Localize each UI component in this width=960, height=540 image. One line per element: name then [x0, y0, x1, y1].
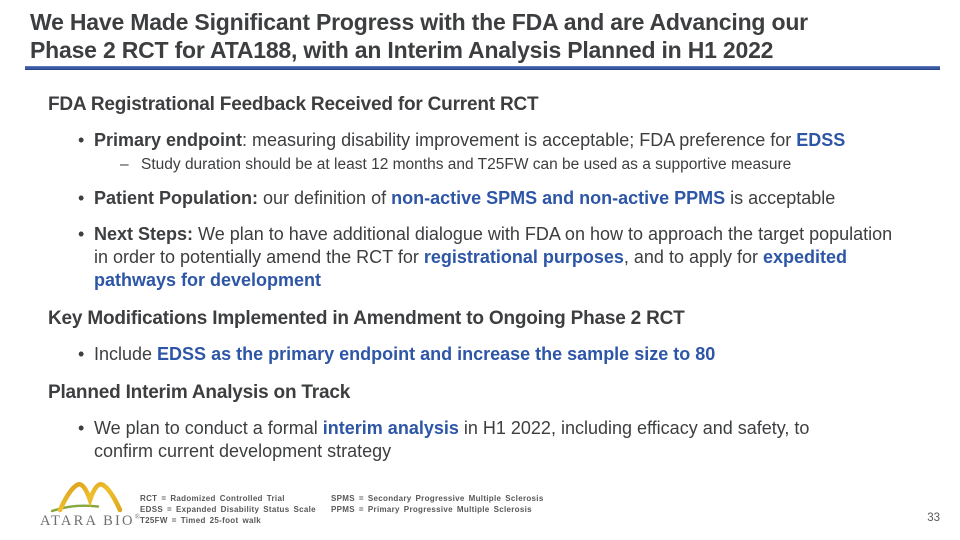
- text-segment: We plan to have additional dialogue with…: [94, 224, 893, 267]
- bullet-text: Primary endpoint: measuring disability i…: [94, 129, 845, 152]
- abbreviation-line: RCT = Radomized Controlled Trial: [140, 494, 285, 503]
- bullet-text: Next Steps: We plan to have additional d…: [94, 223, 892, 292]
- text-segment: is acceptable: [725, 188, 836, 208]
- atara-crown-icon: [50, 482, 123, 513]
- bullet-text: We plan to conduct a formal interim anal…: [94, 417, 809, 463]
- text-segment: Include: [94, 344, 158, 364]
- text-segment: in H1 2022, including efficacy and safet…: [94, 418, 810, 461]
- bullet-text: Include EDSS as the primary endpoint and…: [94, 343, 715, 366]
- abbreviation-line: EDSS = Expanded Disability Status Scale: [140, 505, 316, 514]
- bullet-item: • Primary endpoint: measuring disability …: [48, 129, 942, 152]
- text-segment: : measuring disability improvement is ac…: [242, 130, 797, 150]
- abbreviations-column-2: SPMS = Secondary Progressive Multiple Sc…: [331, 493, 544, 515]
- text-segment: our definition of: [263, 188, 392, 208]
- bullet-marker: •: [78, 418, 85, 438]
- bullet-marker: •: [78, 344, 85, 364]
- abbreviation-line: SPMS = Secondary Progressive Multiple Sc…: [331, 494, 544, 503]
- text-segment: Study duration should be at least 12 mon…: [141, 156, 792, 173]
- bullet-marker: –: [120, 156, 129, 173]
- section-heading: Planned Interim Analysis on Track: [48, 382, 351, 403]
- content-section: Key Modifications Implemented in Amendme…: [48, 308, 942, 366]
- text-segment: non-active SPMS and non-active PPMS: [391, 188, 726, 208]
- bullet-marker: •: [78, 130, 85, 150]
- bullet-item: • Next Steps: We plan to have additional …: [48, 223, 942, 292]
- section-heading: Key Modifications Implemented in Amendme…: [48, 308, 685, 329]
- text-segment: Next Steps:: [94, 224, 199, 244]
- title-divider: [25, 66, 940, 70]
- text-segment: registrational purposes: [423, 247, 624, 267]
- logo-wordmark: ATARA BIO®: [39, 513, 141, 529]
- text-segment: expedited pathways for development: [94, 247, 848, 290]
- text-segment: EDSS as the primary endpoint and increas…: [157, 344, 716, 364]
- section-heading: FDA Registrational Feedback Received for…: [48, 94, 539, 115]
- bullet-marker: •: [78, 224, 85, 244]
- bullet-text: Patient Population: our definition of no…: [94, 187, 835, 210]
- slide-title: We Have Made Significant Progress with t…: [30, 9, 808, 63]
- text-segment: EDSS: [796, 130, 846, 150]
- content-section: FDA Registrational Feedback Received for…: [48, 94, 942, 292]
- content-section: Planned Interim Analysis on Track • We pla…: [48, 382, 942, 463]
- text-segment: Primary endpoint: [94, 130, 243, 150]
- text-segment: interim analysis: [322, 418, 459, 438]
- abbreviation-line: T25FW = Timed 25-foot walk: [140, 516, 262, 525]
- bullet-marker: •: [78, 188, 85, 208]
- bullet-item: • Patient Population: our definition of n…: [48, 187, 942, 210]
- text-segment: We plan to conduct a formal: [94, 418, 323, 438]
- text-segment: Patient Population:: [94, 188, 263, 208]
- slide-body: FDA Registrational Feedback Received for…: [48, 94, 942, 463]
- bullet-item: • Include EDSS as the primary endpoint an…: [48, 343, 942, 366]
- text-segment: , and to apply for: [623, 247, 763, 267]
- registered-mark: ®: [134, 513, 141, 521]
- bullet-item: • We plan to conduct a formal interim ana…: [48, 417, 942, 463]
- atara-bio-logo: ATARA BIO®: [34, 479, 146, 530]
- sub-bullet-item: – Study duration should be at least 12 mo…: [48, 155, 942, 174]
- page-number: 33: [927, 512, 940, 524]
- bullet-text: Study duration should be at least 12 mon…: [141, 155, 791, 174]
- abbreviation-line: PPMS = Primary Progressive Multiple Scle…: [331, 505, 532, 514]
- abbreviations-column-1: RCT = Radomized Controlled Trial EDSS = E…: [140, 493, 316, 526]
